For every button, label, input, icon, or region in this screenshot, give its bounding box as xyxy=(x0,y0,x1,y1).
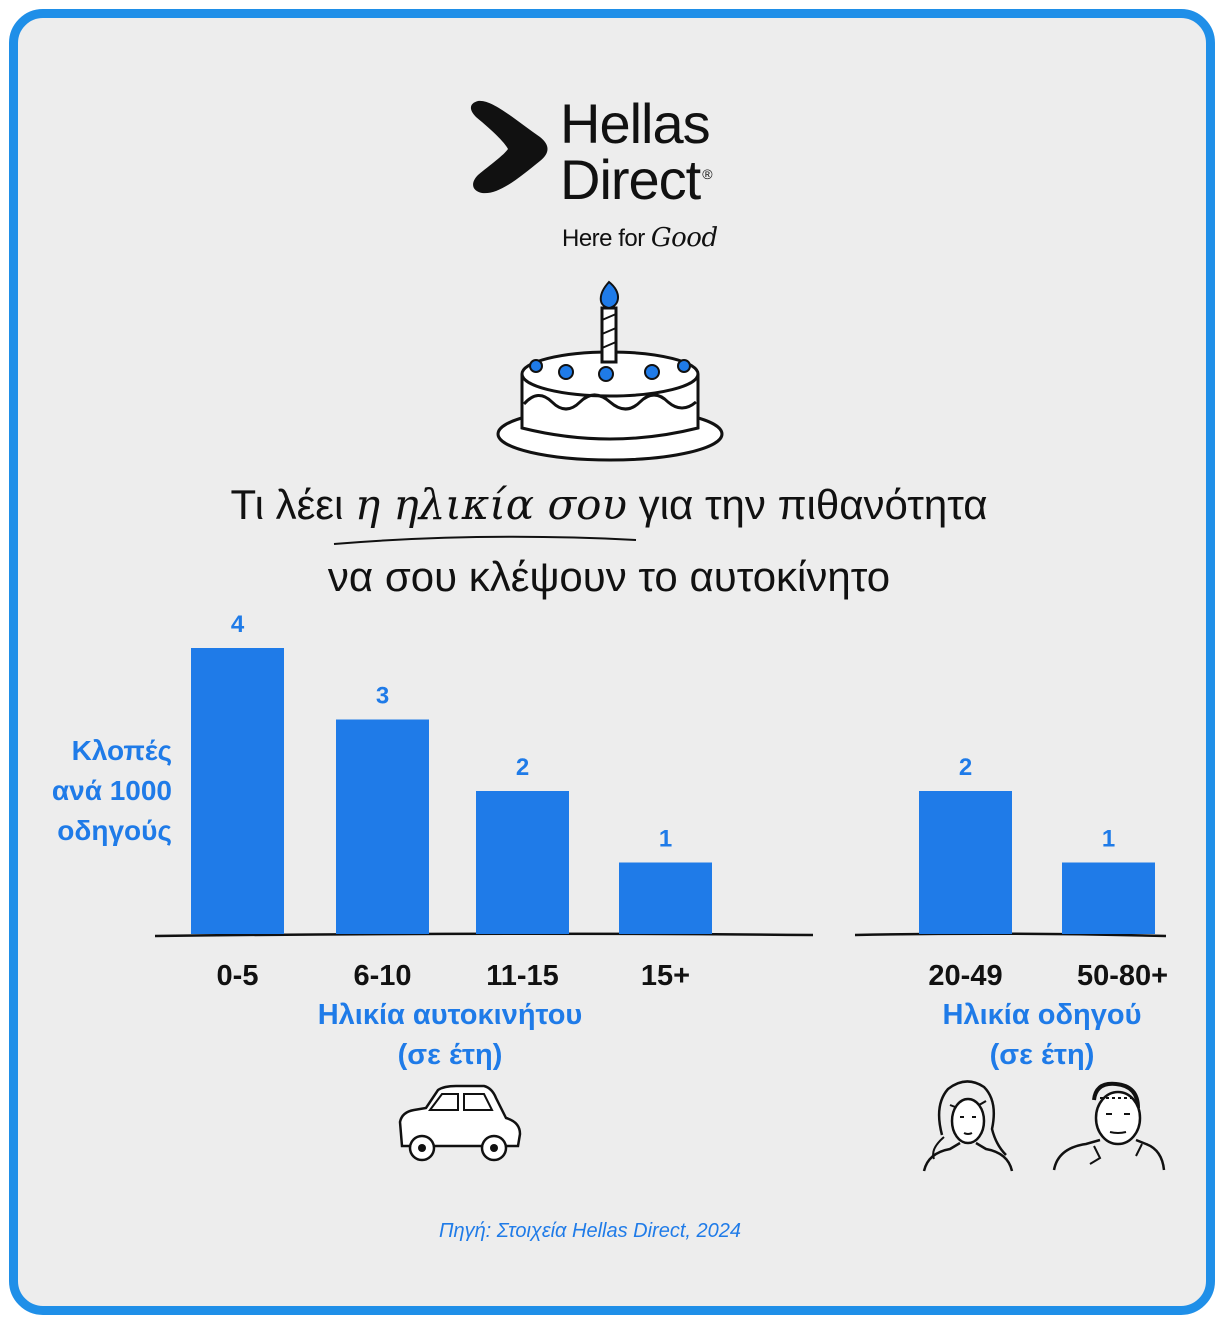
car-axis-baseline xyxy=(154,932,814,938)
headline-line1: Τι λέει η ηλικία σου για την πιθανότητα xyxy=(230,480,988,529)
bar-6-10 xyxy=(336,719,429,934)
x-tick-label: 0-5 xyxy=(217,960,259,992)
bar-value-label: 2 xyxy=(516,754,529,781)
y-axis-label: Κλοπές ανά 1000 οδηγούς xyxy=(51,735,172,846)
driver-age-axis-title: Ηλικία οδηγού (σε έτη) xyxy=(942,999,1142,1071)
car-age-axis-title: Ηλικία αυτοκινήτου (σε έτη) xyxy=(317,999,583,1071)
bar-11-15 xyxy=(476,791,569,934)
bar-20-49 xyxy=(919,791,1012,934)
bar-0-5 xyxy=(191,648,284,934)
bar-value-label: 3 xyxy=(376,683,389,710)
tagline-script: Good xyxy=(650,223,718,253)
x-tick-label: 15+ xyxy=(641,960,690,992)
source-note: Πηγή: Στοιχεία Hellas Direct, 2024 xyxy=(438,1220,741,1242)
bar-value-label: 1 xyxy=(1102,826,1115,853)
bar-value-label: 4 xyxy=(231,611,245,638)
x-tick-label: 6-10 xyxy=(353,960,411,992)
registered-mark: ® xyxy=(702,166,712,183)
bar-value-label: 1 xyxy=(659,826,672,853)
chevron-logo-icon xyxy=(470,100,548,194)
headline-highlight: η ηλικία σου xyxy=(355,480,627,529)
brand-name-line1: Hellas xyxy=(560,92,711,155)
bar-chart: 4 0-5 3 6-10 2 11-15 1 15+ 2 20-49 1 50-80+ xyxy=(154,611,1168,992)
headline-underline xyxy=(333,535,637,545)
headline-line2: να σου κλέψουν το αυτοκίνητο xyxy=(327,553,891,600)
car-icon xyxy=(398,1084,522,1162)
woman-face-icon xyxy=(922,1080,1014,1172)
driver-axis-baseline xyxy=(854,932,1167,938)
brand-name-line2: Direct ® xyxy=(560,148,713,211)
bar-value-label: 2 xyxy=(959,754,972,781)
x-tick-label: 20-49 xyxy=(928,960,1002,992)
bar-50-80+ xyxy=(1062,862,1155,934)
birthday-cake-icon xyxy=(496,280,724,462)
brand-tagline: Here for Good xyxy=(562,223,718,253)
man-face-icon xyxy=(1052,1081,1166,1171)
bar-15+ xyxy=(619,862,712,934)
x-tick-label: 50-80+ xyxy=(1077,960,1168,992)
x-tick-label: 11-15 xyxy=(486,960,559,992)
